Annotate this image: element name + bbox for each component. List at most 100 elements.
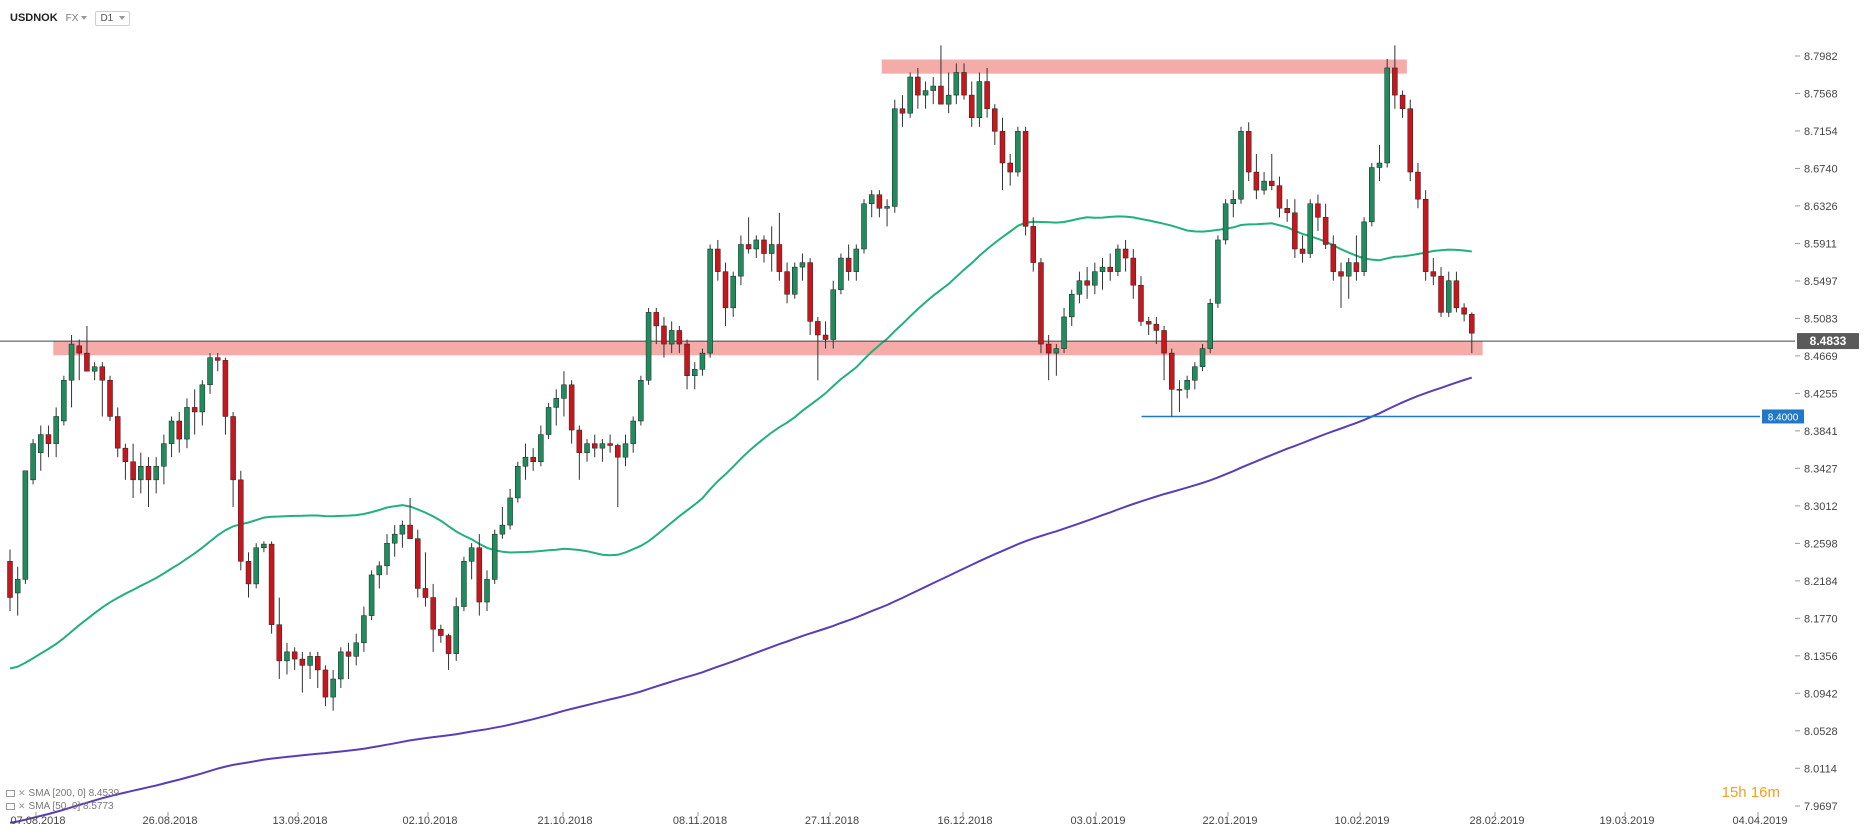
candle[interactable] xyxy=(1199,344,1206,372)
candle[interactable] xyxy=(653,307,660,345)
candle[interactable] xyxy=(99,362,106,417)
candle[interactable] xyxy=(1392,45,1398,109)
candle[interactable] xyxy=(445,633,452,670)
candle[interactable] xyxy=(261,541,267,553)
candle[interactable] xyxy=(515,461,521,503)
candle[interactable] xyxy=(668,321,675,354)
candle[interactable] xyxy=(1030,217,1037,272)
candle[interactable] xyxy=(553,389,560,426)
candle[interactable] xyxy=(638,375,644,426)
candle[interactable] xyxy=(299,651,306,693)
candle[interactable] xyxy=(868,190,875,218)
candle[interactable] xyxy=(845,244,852,281)
candle[interactable] xyxy=(930,77,936,105)
candle[interactable] xyxy=(338,647,344,689)
candle[interactable] xyxy=(322,665,329,707)
candle[interactable] xyxy=(415,529,421,598)
candles-layer[interactable] xyxy=(7,45,1475,711)
candle[interactable] xyxy=(861,199,867,254)
candle[interactable] xyxy=(730,271,736,317)
candle[interactable] xyxy=(361,606,367,652)
level-line-label[interactable]: 8.4000 xyxy=(1762,409,1804,424)
candle[interactable] xyxy=(607,434,613,453)
candle[interactable] xyxy=(268,541,275,634)
candle[interactable] xyxy=(7,549,13,612)
candle[interactable] xyxy=(584,439,590,462)
candle[interactable] xyxy=(676,325,683,354)
indicator-settings-icon[interactable] xyxy=(6,803,15,810)
candle[interactable] xyxy=(707,244,713,358)
candle[interactable] xyxy=(761,235,767,263)
candle[interactable] xyxy=(61,375,67,426)
candle[interactable] xyxy=(807,258,813,335)
candle[interactable] xyxy=(1092,262,1098,295)
candle[interactable] xyxy=(1161,325,1167,381)
candle[interactable] xyxy=(484,570,490,612)
candle[interactable] xyxy=(784,262,790,304)
candle[interactable] xyxy=(1415,163,1421,209)
candle[interactable] xyxy=(138,452,144,494)
candle[interactable] xyxy=(1076,271,1083,304)
candle[interactable] xyxy=(461,556,467,612)
candle[interactable] xyxy=(830,280,836,349)
candle[interactable] xyxy=(1045,334,1052,381)
candle[interactable] xyxy=(199,380,206,426)
candle[interactable] xyxy=(984,67,990,118)
candle[interactable] xyxy=(176,411,183,453)
candle[interactable] xyxy=(161,434,167,485)
candle[interactable] xyxy=(576,425,583,480)
candle[interactable] xyxy=(130,443,136,498)
candle[interactable] xyxy=(1353,235,1360,281)
candle[interactable] xyxy=(1376,144,1383,182)
candle[interactable] xyxy=(1322,203,1329,249)
candle[interactable] xyxy=(1084,267,1090,299)
candle[interactable] xyxy=(545,402,552,440)
candle[interactable] xyxy=(53,407,59,458)
candle[interactable] xyxy=(591,434,598,458)
candle[interactable] xyxy=(1145,316,1152,335)
candle[interactable] xyxy=(476,534,483,616)
candle[interactable] xyxy=(738,235,744,286)
candle[interactable] xyxy=(1192,362,1198,390)
candle[interactable] xyxy=(792,262,798,299)
candle[interactable] xyxy=(1007,153,1013,186)
candle[interactable] xyxy=(938,45,944,105)
candle[interactable] xyxy=(945,72,952,114)
candle[interactable] xyxy=(153,457,159,494)
candle[interactable] xyxy=(191,389,198,435)
candle[interactable] xyxy=(84,325,90,372)
candle[interactable] xyxy=(1445,271,1452,317)
candle[interactable] xyxy=(314,651,321,689)
candle[interactable] xyxy=(1138,276,1144,326)
candle[interactable] xyxy=(1061,307,1067,354)
candle[interactable] xyxy=(1384,58,1390,168)
candle[interactable] xyxy=(168,416,175,458)
candle[interactable] xyxy=(345,642,352,679)
candle[interactable] xyxy=(1238,126,1244,204)
candle[interactable] xyxy=(453,597,459,661)
candle[interactable] xyxy=(1222,199,1229,245)
candle[interactable] xyxy=(884,199,890,227)
candle[interactable] xyxy=(114,407,121,458)
candle[interactable] xyxy=(1122,239,1129,272)
candle[interactable] xyxy=(1369,163,1375,227)
candle[interactable] xyxy=(522,443,529,480)
candle[interactable] xyxy=(107,375,113,421)
candle[interactable] xyxy=(1422,190,1429,281)
candle[interactable] xyxy=(1130,248,1137,299)
candle[interactable] xyxy=(568,380,575,444)
candle[interactable] xyxy=(661,316,667,358)
candle[interactable] xyxy=(630,416,636,453)
candle[interactable] xyxy=(838,253,844,295)
candle[interactable] xyxy=(1284,199,1290,222)
candle[interactable] xyxy=(30,439,36,485)
candle[interactable] xyxy=(422,552,429,607)
candle[interactable] xyxy=(38,425,44,471)
candle[interactable] xyxy=(976,72,983,127)
candle[interactable] xyxy=(968,81,975,127)
candle[interactable] xyxy=(22,470,29,584)
candle[interactable] xyxy=(391,525,398,557)
candle[interactable] xyxy=(91,362,98,381)
candle[interactable] xyxy=(1107,253,1113,281)
timeframe-dropdown[interactable]: D1 xyxy=(95,10,131,26)
